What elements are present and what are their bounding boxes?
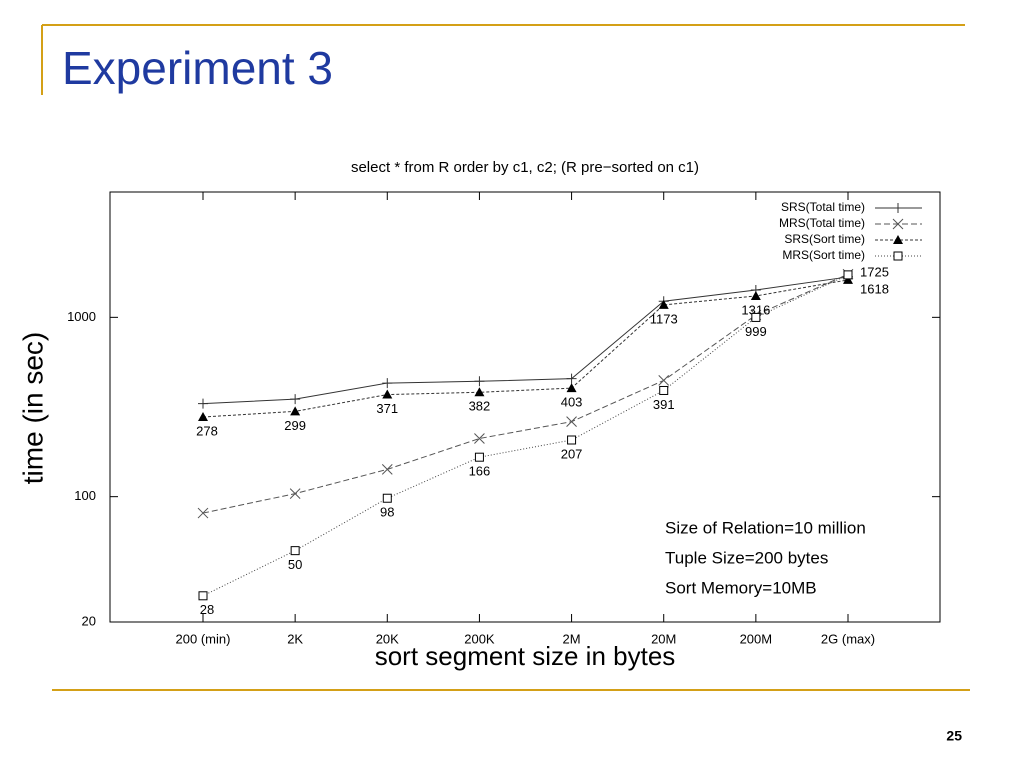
- marker: [290, 394, 301, 405]
- data-label: 391: [653, 397, 675, 412]
- marker: [566, 373, 577, 384]
- marker: [893, 251, 903, 261]
- data-label: 278: [196, 423, 218, 438]
- data-label: 1618: [860, 281, 889, 296]
- data-label: 98: [380, 505, 394, 520]
- marker: [750, 290, 761, 300]
- data-label: 403: [561, 395, 583, 410]
- slide-title: Experiment 3: [62, 42, 333, 94]
- marker: [658, 375, 670, 386]
- x-tick-label: 200 (min): [176, 631, 231, 646]
- x-tick-label: 20K: [376, 631, 399, 646]
- marker: [381, 463, 393, 475]
- series-line: [202, 279, 849, 418]
- marker: [474, 376, 485, 387]
- x-tick-label: 2G (max): [821, 631, 875, 646]
- x-axis-label: sort segment size in bytes: [375, 641, 676, 671]
- data-label: 207: [561, 446, 583, 461]
- marker: [197, 507, 209, 519]
- legend-label: SRS(Sort time): [784, 232, 865, 246]
- marker: [290, 546, 300, 556]
- x-tick-label: 200M: [740, 631, 773, 646]
- annotation: Sort Memory=10MB: [665, 578, 817, 597]
- series-line: [202, 276, 849, 405]
- legend-label: SRS(Total time): [781, 200, 865, 214]
- marker: [659, 385, 669, 395]
- marker: [289, 488, 301, 499]
- series-line: [202, 273, 849, 514]
- marker: [658, 299, 669, 309]
- marker: [843, 270, 853, 280]
- data-label: 382: [469, 399, 491, 414]
- marker: [382, 389, 393, 399]
- marker: [474, 433, 485, 444]
- legend-label: MRS(Total time): [779, 216, 865, 230]
- data-label: 371: [376, 401, 398, 416]
- marker: [198, 591, 208, 601]
- x-tick-label: 2M: [563, 631, 581, 646]
- marker: [198, 398, 208, 409]
- plot-frame: [109, 191, 941, 623]
- data-label: 1725: [860, 264, 889, 279]
- marker: [566, 383, 577, 393]
- data-label: 999: [745, 324, 767, 339]
- marker: [566, 416, 577, 428]
- chart-title: select * from R order by c1, c2; (R pre−…: [351, 159, 699, 176]
- marker: [290, 406, 301, 416]
- data-label: 50: [288, 557, 302, 572]
- x-tick-label: 200K: [464, 631, 495, 646]
- marker: [751, 312, 761, 322]
- marker: [893, 203, 903, 213]
- annotation: Tuple Size=200 bytes: [665, 548, 828, 567]
- y-axis-label: time (in sec): [17, 332, 48, 484]
- series-line: [202, 274, 849, 597]
- marker: [567, 435, 577, 445]
- marker: [198, 412, 208, 422]
- marker: [474, 387, 485, 397]
- marker: [474, 452, 484, 462]
- marker: [382, 378, 393, 389]
- data-label: 1173: [650, 311, 678, 326]
- y-tick-label: 1000: [67, 309, 96, 324]
- y-tick-label: 20: [82, 613, 96, 628]
- x-tick-label: 2K: [287, 631, 303, 646]
- data-label: 166: [469, 464, 491, 479]
- x-tick-label: 20M: [651, 631, 676, 646]
- legend-label: MRS(Sort time): [782, 248, 865, 262]
- marker: [892, 218, 904, 230]
- y-tick-label: 100: [74, 488, 96, 503]
- annotation: Size of Relation=10 million: [665, 518, 866, 537]
- data-label: 28: [200, 602, 214, 617]
- page-number: 25: [946, 728, 962, 744]
- data-label: 299: [284, 418, 306, 433]
- marker: [893, 235, 903, 244]
- marker: [382, 493, 392, 503]
